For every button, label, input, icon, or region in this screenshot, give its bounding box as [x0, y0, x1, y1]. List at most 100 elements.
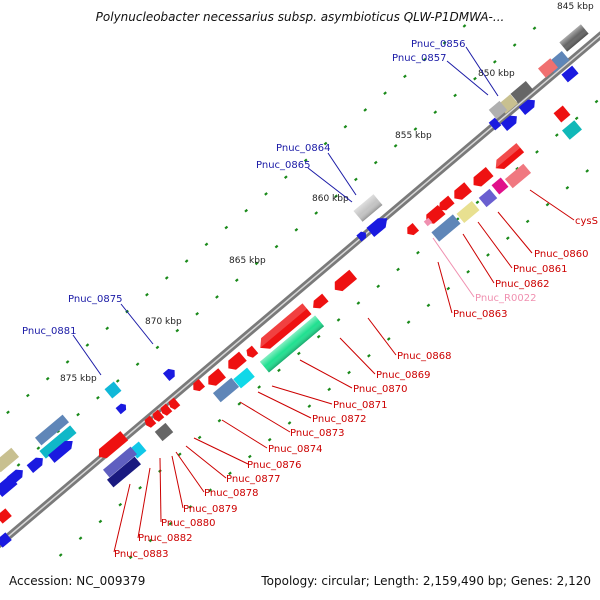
track-dot — [327, 387, 332, 392]
track-dot — [16, 463, 21, 467]
track-dot — [257, 385, 262, 389]
track-dot — [195, 311, 199, 316]
track-dot — [347, 370, 351, 375]
gene-label: Pnuc_0873 — [290, 428, 344, 439]
track-dot — [532, 26, 537, 31]
track-dot — [247, 454, 252, 459]
track-dot — [403, 74, 407, 79]
track-dot — [56, 429, 61, 434]
track-dot — [453, 93, 457, 98]
map-title: Polynucleobacter necessarius subsp. asym… — [95, 10, 505, 24]
track-dot — [515, 166, 520, 171]
track-dot — [393, 144, 398, 148]
track-dot — [446, 286, 451, 291]
track-dot — [244, 208, 249, 213]
track-dot — [462, 24, 467, 28]
tick-label: 865 kbp — [229, 256, 266, 266]
callout-lines — [72, 46, 575, 553]
track-dot — [354, 177, 358, 182]
gene-label: Pnuc_0861 — [513, 264, 567, 275]
track-dot — [177, 452, 182, 457]
track-dot — [25, 393, 30, 398]
gene-label: Pnuc_0868 — [397, 351, 451, 362]
gene-label: cysS — [575, 216, 598, 227]
track-dot — [343, 124, 348, 129]
tick-label: 850 kbp — [478, 69, 515, 79]
track-dot — [486, 253, 490, 257]
topology-text: Topology: circular; Length: 2,159,490 bp… — [261, 574, 591, 588]
track-dot — [105, 326, 110, 331]
track-dot — [307, 404, 312, 408]
track-dot — [264, 192, 268, 196]
track-dot — [283, 175, 288, 179]
track-dot — [396, 267, 400, 272]
track-dot — [6, 410, 10, 415]
tick-label: 855 kbp — [395, 131, 432, 141]
track-dot — [76, 412, 80, 417]
track-dot — [45, 376, 50, 381]
track-dot — [164, 276, 169, 280]
track-dot — [442, 40, 447, 45]
track-dot — [473, 76, 477, 81]
track-dot — [323, 141, 328, 146]
track-dot — [208, 488, 212, 492]
gene-label: Pnuc_0862 — [495, 279, 549, 290]
track-dot — [413, 127, 418, 131]
gene-label: Pnuc_0878 — [204, 488, 258, 499]
track-dot — [277, 368, 281, 373]
track-dot — [188, 505, 193, 509]
track-dot — [314, 211, 319, 215]
kbp-ticks: 845 kbp 850 kbp 855 kbp 860 kbp 865 kbp … — [60, 2, 594, 384]
track-dot — [535, 150, 539, 154]
gene-label: Pnuc_0875 — [68, 294, 122, 305]
gene-label: Pnuc_0882 — [138, 533, 192, 544]
track-dot — [303, 158, 308, 163]
track-dot — [416, 250, 420, 255]
track-dot — [574, 116, 579, 121]
gene-label: Pnuc_0876 — [247, 460, 301, 471]
gene-label: Pnuc_0865 — [256, 160, 310, 171]
track-dot — [118, 502, 123, 507]
track-dot — [145, 292, 149, 297]
track-dot — [422, 57, 427, 62]
track-dot — [65, 360, 70, 364]
gene-label: Pnuc_0860 — [534, 249, 588, 260]
gene-features — [0, 24, 589, 548]
track-dot — [128, 555, 133, 560]
track-dot — [492, 60, 497, 64]
tick-label: 845 kbp — [557, 2, 594, 12]
track-dot — [78, 536, 83, 541]
track-dot — [197, 435, 202, 440]
gene-label: Pnuc_0857 — [392, 53, 446, 64]
accession-text: Accession: NC_009379 — [9, 574, 146, 588]
gene-label: Pnuc_0880 — [161, 518, 215, 529]
track-dot — [237, 402, 242, 406]
track-dot — [135, 362, 140, 366]
track-dot — [228, 471, 232, 476]
track-dot — [426, 303, 431, 308]
track-dot — [433, 110, 438, 115]
track-dot — [234, 278, 239, 283]
track-dot — [96, 395, 100, 400]
track-dot — [36, 446, 41, 450]
gene-label: Pnuc_0871 — [333, 400, 387, 411]
gene-label: Pnuc_0877 — [226, 474, 280, 485]
gene-label: Pnuc_R0022 — [475, 293, 536, 304]
track-dot — [296, 351, 301, 356]
tick-label: 875 kbp — [60, 374, 97, 384]
track-dot — [466, 269, 470, 274]
track-dot — [138, 486, 142, 490]
gene-label: Pnuc_0874 — [268, 444, 322, 455]
track-dot — [356, 301, 361, 305]
track-dot — [336, 318, 341, 322]
gene-label: Pnuc_0872 — [312, 414, 366, 425]
track-dot — [224, 225, 229, 230]
track-dot — [316, 334, 321, 339]
track-dot — [554, 133, 559, 137]
track-dot — [406, 320, 411, 324]
tick-label: 860 kbp — [312, 194, 349, 204]
gene-label: Pnuc_0883 — [114, 549, 168, 560]
track-dot — [367, 353, 371, 358]
track-dot — [525, 219, 530, 224]
